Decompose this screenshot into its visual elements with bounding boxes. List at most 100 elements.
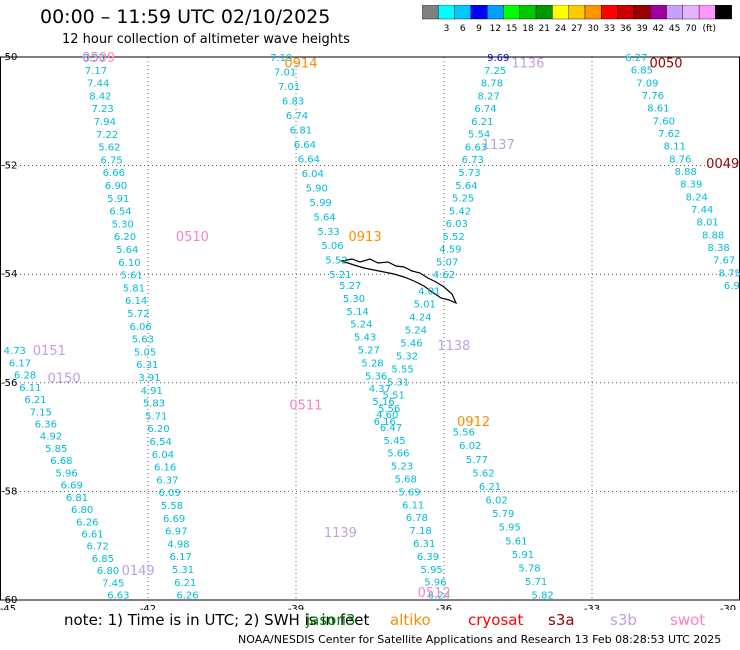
wave-height-value: 4.60 bbox=[376, 410, 398, 421]
track-t0509: 8.33 7.17 7.448.42 7.23 7.94 7.22 5.626.75 6.66… bbox=[83, 53, 199, 602]
wave-height-value: 5.25 bbox=[452, 194, 474, 205]
wave-height-value: 5.63 bbox=[132, 335, 154, 346]
legend-swot: swot bbox=[670, 611, 706, 629]
wave-height-value: 7.60 bbox=[653, 116, 675, 127]
wave-height-value: 7.94 bbox=[94, 117, 116, 128]
wave-height-value: 8.76 bbox=[669, 154, 691, 165]
wave-height-value: 5.91 bbox=[107, 194, 129, 205]
wave-height-value: 6.74 bbox=[474, 104, 496, 115]
wave-height-value: 6.54 bbox=[150, 437, 172, 448]
wave-height-value: 7.15 bbox=[30, 407, 52, 418]
pass-time-label: 1139 bbox=[324, 526, 357, 541]
wave-height-value: 6.83 bbox=[282, 96, 304, 107]
pass-labels: 0509 0914 1136 0050 1137 0049 0510 0913 0151 0150… bbox=[33, 51, 739, 601]
wave-height-value: 5.66 bbox=[387, 449, 409, 460]
wave-height-value: 8.61 bbox=[647, 104, 669, 115]
longitude-label: -30 bbox=[720, 604, 736, 610]
wave-height-value: 6.80 bbox=[71, 505, 93, 516]
colorbar-label: 3 bbox=[444, 24, 450, 34]
colorbar-unit: (ft) bbox=[702, 24, 716, 34]
wave-height-value: 5.77 bbox=[466, 455, 488, 466]
longitude-label: -39 bbox=[288, 604, 304, 610]
wave-height-value: 6.14 bbox=[125, 296, 147, 307]
wave-height-value: 6.61 bbox=[81, 529, 103, 540]
longitude-label: -42 bbox=[140, 604, 156, 610]
pass-time-label: 0912 bbox=[457, 415, 490, 430]
wave-height-value: 5.24 bbox=[350, 320, 372, 331]
wave-height-value: 4.98 bbox=[167, 539, 189, 550]
wave-height-value: 5.61 bbox=[121, 271, 143, 282]
wave-height-value: 6.17 bbox=[170, 552, 192, 563]
wave-height-value: 5.91 bbox=[512, 550, 534, 561]
wave-height-map: -45 -42 -39 -36 -33 -30 -50 -52 -54 -56 -58 -60 8.3… bbox=[0, 51, 740, 610]
wave-height-value: 6.16 bbox=[374, 417, 396, 428]
wave-height-value: 7.09 bbox=[636, 78, 658, 89]
wave-height-value: 7.01 bbox=[274, 67, 296, 78]
pass-time-label: 1138 bbox=[437, 339, 470, 354]
wave-height-value: 6.02 bbox=[459, 441, 481, 452]
wave-height-value: 5.51 bbox=[383, 391, 405, 402]
wave-height-value: 5.36 bbox=[365, 371, 387, 382]
pass-time-label: 0150 bbox=[48, 371, 81, 386]
wave-height-value: 5.30 bbox=[343, 294, 365, 305]
pass-time-label: 0509 bbox=[82, 51, 115, 66]
wave-height-value: 6.21 bbox=[471, 117, 493, 128]
wave-height-value: 6.72 bbox=[87, 542, 109, 553]
wave-height-value: 6.63 bbox=[465, 142, 487, 153]
wave-height-value: 8.88 bbox=[702, 230, 724, 241]
legend-s3a: s3a bbox=[548, 611, 575, 629]
wave-height-value: 7.44 bbox=[691, 205, 713, 216]
wave-height-value: 6.66 bbox=[103, 168, 125, 179]
pass-time-label: 0511 bbox=[289, 399, 322, 414]
wave-height-value: 5.45 bbox=[384, 436, 406, 447]
wave-height-value: 5.43 bbox=[354, 333, 376, 344]
wave-height-value: 7.76 bbox=[642, 91, 664, 102]
wave-height-value: 6.37 bbox=[156, 475, 178, 486]
wave-height-value: 5.54 bbox=[468, 130, 490, 141]
wave-height-value: 5.55 bbox=[391, 365, 413, 376]
wave-height-value: 6.54 bbox=[109, 207, 131, 218]
wave-height-value: 6.11 bbox=[402, 500, 424, 511]
wave-height-value: 7.23 bbox=[92, 104, 114, 115]
wave-height-value: 5.52 bbox=[325, 256, 347, 267]
wave-height-value: 6.91 bbox=[724, 281, 740, 292]
colorbar-label: 33 bbox=[604, 24, 615, 34]
wave-height-value: 5.56 bbox=[453, 428, 475, 439]
wave-height-value: 6.31 bbox=[413, 539, 435, 550]
wave-height-value: 5.99 bbox=[310, 198, 332, 209]
wave-height-value: 6.64 bbox=[298, 154, 320, 165]
wave-height-value: 6.63 bbox=[107, 591, 129, 602]
colorbar-label: 24 bbox=[555, 24, 567, 34]
wave-height-value: 6.28 bbox=[14, 371, 36, 382]
colorbar-label: 70 bbox=[685, 24, 697, 34]
latitude-label: -56 bbox=[1, 378, 17, 389]
wave-height-value: 7.44 bbox=[87, 79, 109, 90]
wave-height-value: 6.11 bbox=[19, 383, 41, 394]
wave-height-value: 6.10 bbox=[118, 258, 140, 269]
wave-height-value: 6.69 bbox=[61, 481, 83, 492]
wave-height-value: 6.26 bbox=[176, 591, 198, 602]
wave-height-value: 5.96 bbox=[424, 578, 446, 589]
wave-height-value: 5.82 bbox=[532, 591, 554, 602]
longitude-label: -45 bbox=[0, 604, 16, 610]
wave-height-value: 5.28 bbox=[361, 358, 383, 369]
pass-time-label: 0914 bbox=[284, 56, 317, 71]
wave-height-value: 6.21 bbox=[24, 395, 46, 406]
wave-height-value: 5.78 bbox=[518, 563, 540, 574]
wave-height-value: 5.71 bbox=[145, 411, 167, 422]
wave-height-value: 6.04 bbox=[152, 450, 174, 461]
wave-height-value: 9.69 bbox=[487, 53, 509, 64]
wave-height-value: 7.62 bbox=[658, 129, 680, 140]
wave-height-value: 6.81 bbox=[66, 493, 88, 504]
wave-height-value: 5.81 bbox=[123, 283, 145, 294]
latitude-label: -60 bbox=[1, 595, 17, 606]
wave-height-value: 8.33 bbox=[83, 53, 105, 64]
wave-height-value: 6.24 bbox=[428, 591, 450, 602]
wave-height-value: 5.61 bbox=[505, 536, 527, 547]
pass-time-label: 1136 bbox=[511, 56, 544, 71]
wave-height-value: 3.91 bbox=[138, 373, 160, 384]
wave-height-value: 6.90 bbox=[105, 181, 127, 192]
wave-height-value: 4.37 bbox=[369, 384, 391, 395]
wave-height-value: 6.81 bbox=[290, 125, 312, 136]
wave-height-value: 6.21 bbox=[174, 578, 196, 589]
